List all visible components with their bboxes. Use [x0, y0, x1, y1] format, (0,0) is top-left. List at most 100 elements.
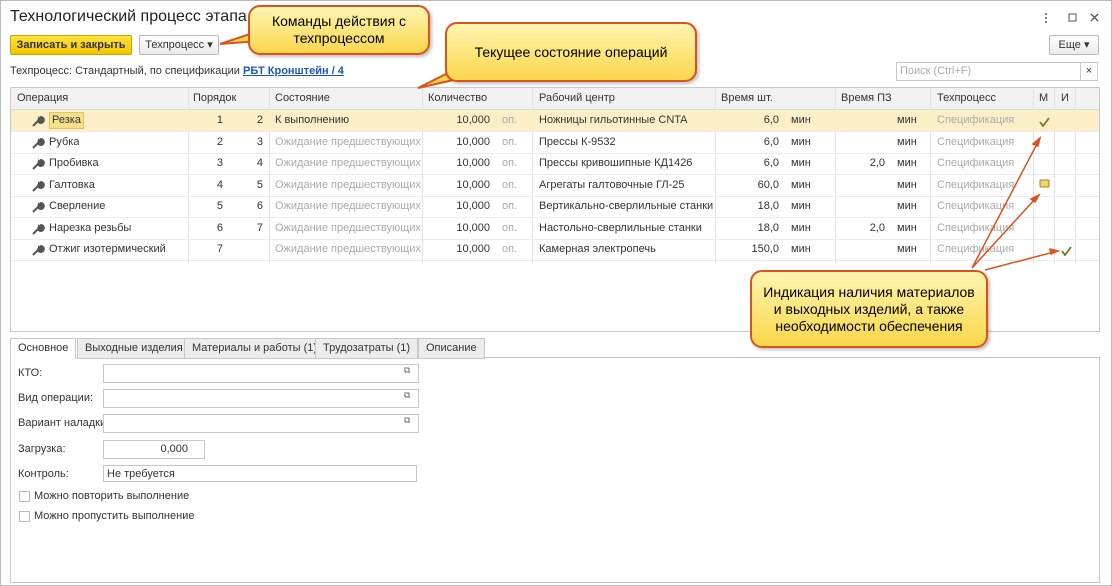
- wrench-icon: [32, 201, 45, 213]
- cell-order: 7: [216, 243, 223, 255]
- wrench-icon: [32, 223, 45, 235]
- cell-time: 18,0: [757, 221, 779, 234]
- cell-next: 4: [256, 157, 263, 169]
- cell-order: 5: [216, 200, 223, 212]
- cell-pz-unit: мин: [897, 135, 917, 148]
- cell-next: 6: [256, 200, 263, 212]
- cell-order: 1: [216, 114, 223, 126]
- cell-time: 150,0: [751, 243, 779, 255]
- cell-next: 7: [256, 221, 263, 234]
- cell-work-center: Настольно-сверлильные станки: [539, 221, 702, 234]
- table-row[interactable]: Рубка 2 3 Ожидание предшествующих 10,000 оп. П…: [11, 132, 1099, 154]
- cell-time-unit: мин: [791, 135, 811, 148]
- cell-operation: Пробивка: [49, 157, 99, 169]
- checkbox[interactable]: [19, 491, 30, 502]
- column-separator: [930, 88, 931, 263]
- cell-qty-unit: оп.: [502, 114, 518, 126]
- callout-commands: Команды действия с техпроцессом: [248, 5, 430, 55]
- column-separator: [532, 88, 533, 263]
- load-input[interactable]: 0,000: [103, 440, 205, 459]
- cell-state: Ожидание предшествующих: [275, 200, 421, 212]
- search-clear[interactable]: ×: [1080, 62, 1098, 81]
- techprocess-link[interactable]: РБТ Кронштейн / 4: [243, 65, 344, 77]
- cell-order: 6: [216, 221, 223, 234]
- cell-pz-unit: мин: [897, 200, 917, 212]
- cell-pz: 2,0: [869, 221, 885, 234]
- cell-pz: 2,0: [869, 157, 885, 169]
- table-row[interactable]: Отжиг изотермический 7 Ожидание предшеству…: [11, 239, 1099, 261]
- info-line: Техпроцесс: Стандартный, по спецификации…: [10, 65, 344, 77]
- cell-pz-unit: мин: [897, 221, 917, 234]
- tab[interactable]: Материалы и работы (1): [184, 338, 326, 359]
- cell-qty: 10,000: [456, 200, 490, 212]
- field-label: Контроль:: [18, 468, 69, 480]
- cell-work-center: Камерная электропечь: [539, 243, 656, 255]
- window-controls[interactable]: [1036, 10, 1106, 26]
- cell-operation: Резка: [49, 112, 84, 129]
- cell-next: 3: [256, 135, 263, 148]
- search-input[interactable]: Поиск (Ctrl+F): [896, 62, 1083, 81]
- field-input[interactable]: [103, 364, 419, 383]
- cell-time-unit: мин: [791, 200, 811, 212]
- cell-time: 6,0: [763, 114, 779, 126]
- checkbox[interactable]: [19, 511, 30, 522]
- cell-time: 6,0: [763, 135, 779, 148]
- cell-qty: 10,000: [456, 178, 490, 191]
- cell-qty: 10,000: [456, 114, 490, 126]
- column-separator: [422, 88, 423, 263]
- cell-qty-unit: оп.: [502, 243, 518, 255]
- info-label: Техпроцесс:: [10, 65, 73, 77]
- cell-qty: 10,000: [456, 221, 490, 234]
- cell-time: 6,0: [763, 157, 779, 169]
- cell-pz-unit: мин: [897, 157, 917, 169]
- callout-indication: Индикация наличия материалов и выходных …: [750, 270, 988, 348]
- cell-next: 5: [256, 178, 263, 191]
- tab[interactable]: Выходные изделия: [77, 338, 191, 359]
- cell-state: Ожидание предшествующих: [275, 157, 421, 169]
- field-input[interactable]: [103, 414, 419, 433]
- tab[interactable]: Основное: [10, 338, 77, 359]
- load-value: 0,000: [160, 443, 188, 455]
- tab[interactable]: Трудозатраты (1): [315, 338, 419, 359]
- table-row[interactable]: Пробивка 3 4 Ожидание предшествующих 10,000 о…: [11, 153, 1099, 175]
- info-text: Стандартный, по спецификации: [75, 65, 240, 77]
- column-separator: [715, 88, 716, 263]
- cell-time-unit: мин: [791, 178, 811, 191]
- wrench-icon: [32, 137, 45, 149]
- cell-qty: 10,000: [456, 157, 490, 169]
- indicators: [1039, 117, 1072, 257]
- details-panel: [10, 357, 1100, 583]
- cell-operation: Нарезка резьбы: [49, 221, 132, 234]
- open-icon: ⧉: [404, 390, 411, 400]
- column-separator: [188, 88, 189, 263]
- field-input[interactable]: [103, 389, 419, 408]
- column-separator: [1054, 88, 1055, 263]
- more-button[interactable]: Еще ▾: [1049, 35, 1099, 55]
- cell-order: 3: [216, 157, 223, 169]
- save-button[interactable]: Записать и закрыть: [10, 35, 132, 55]
- column-header: Состояние: [275, 92, 330, 104]
- cell-operation: Галтовка: [49, 178, 95, 191]
- column-header: Операция: [17, 92, 69, 104]
- cell-techprocess: Спецификация: [937, 114, 1015, 126]
- column-header: Количество: [428, 92, 488, 104]
- control-input[interactable]: Не требуется: [103, 465, 417, 482]
- table-row[interactable]: Резка 1 2 К выполнению 10,000 оп. Ножницы гиль…: [11, 110, 1099, 132]
- field-label: Загрузка:: [18, 443, 66, 455]
- tab[interactable]: Описание: [418, 338, 485, 359]
- button-label: Техпроцесс: [145, 39, 205, 51]
- column-separator: [269, 88, 270, 263]
- cell-state: Ожидание предшествующих: [275, 221, 421, 234]
- cell-order: 4: [216, 178, 223, 191]
- cell-order: 2: [216, 135, 223, 148]
- column-header: И: [1061, 92, 1069, 104]
- techprocess-button[interactable]: Техпроцесс ▾: [139, 35, 219, 55]
- cell-operation: Отжиг изотермический: [49, 243, 166, 255]
- column-header: Время ПЗ: [841, 92, 892, 104]
- cell-work-center: Прессы К-9532: [539, 135, 616, 148]
- callout-state: Текущее состояние операций: [445, 22, 697, 82]
- button-label: Еще: [1058, 39, 1081, 51]
- cell-operation: Сверление: [49, 200, 106, 212]
- cell-pz-unit: мин: [897, 243, 917, 255]
